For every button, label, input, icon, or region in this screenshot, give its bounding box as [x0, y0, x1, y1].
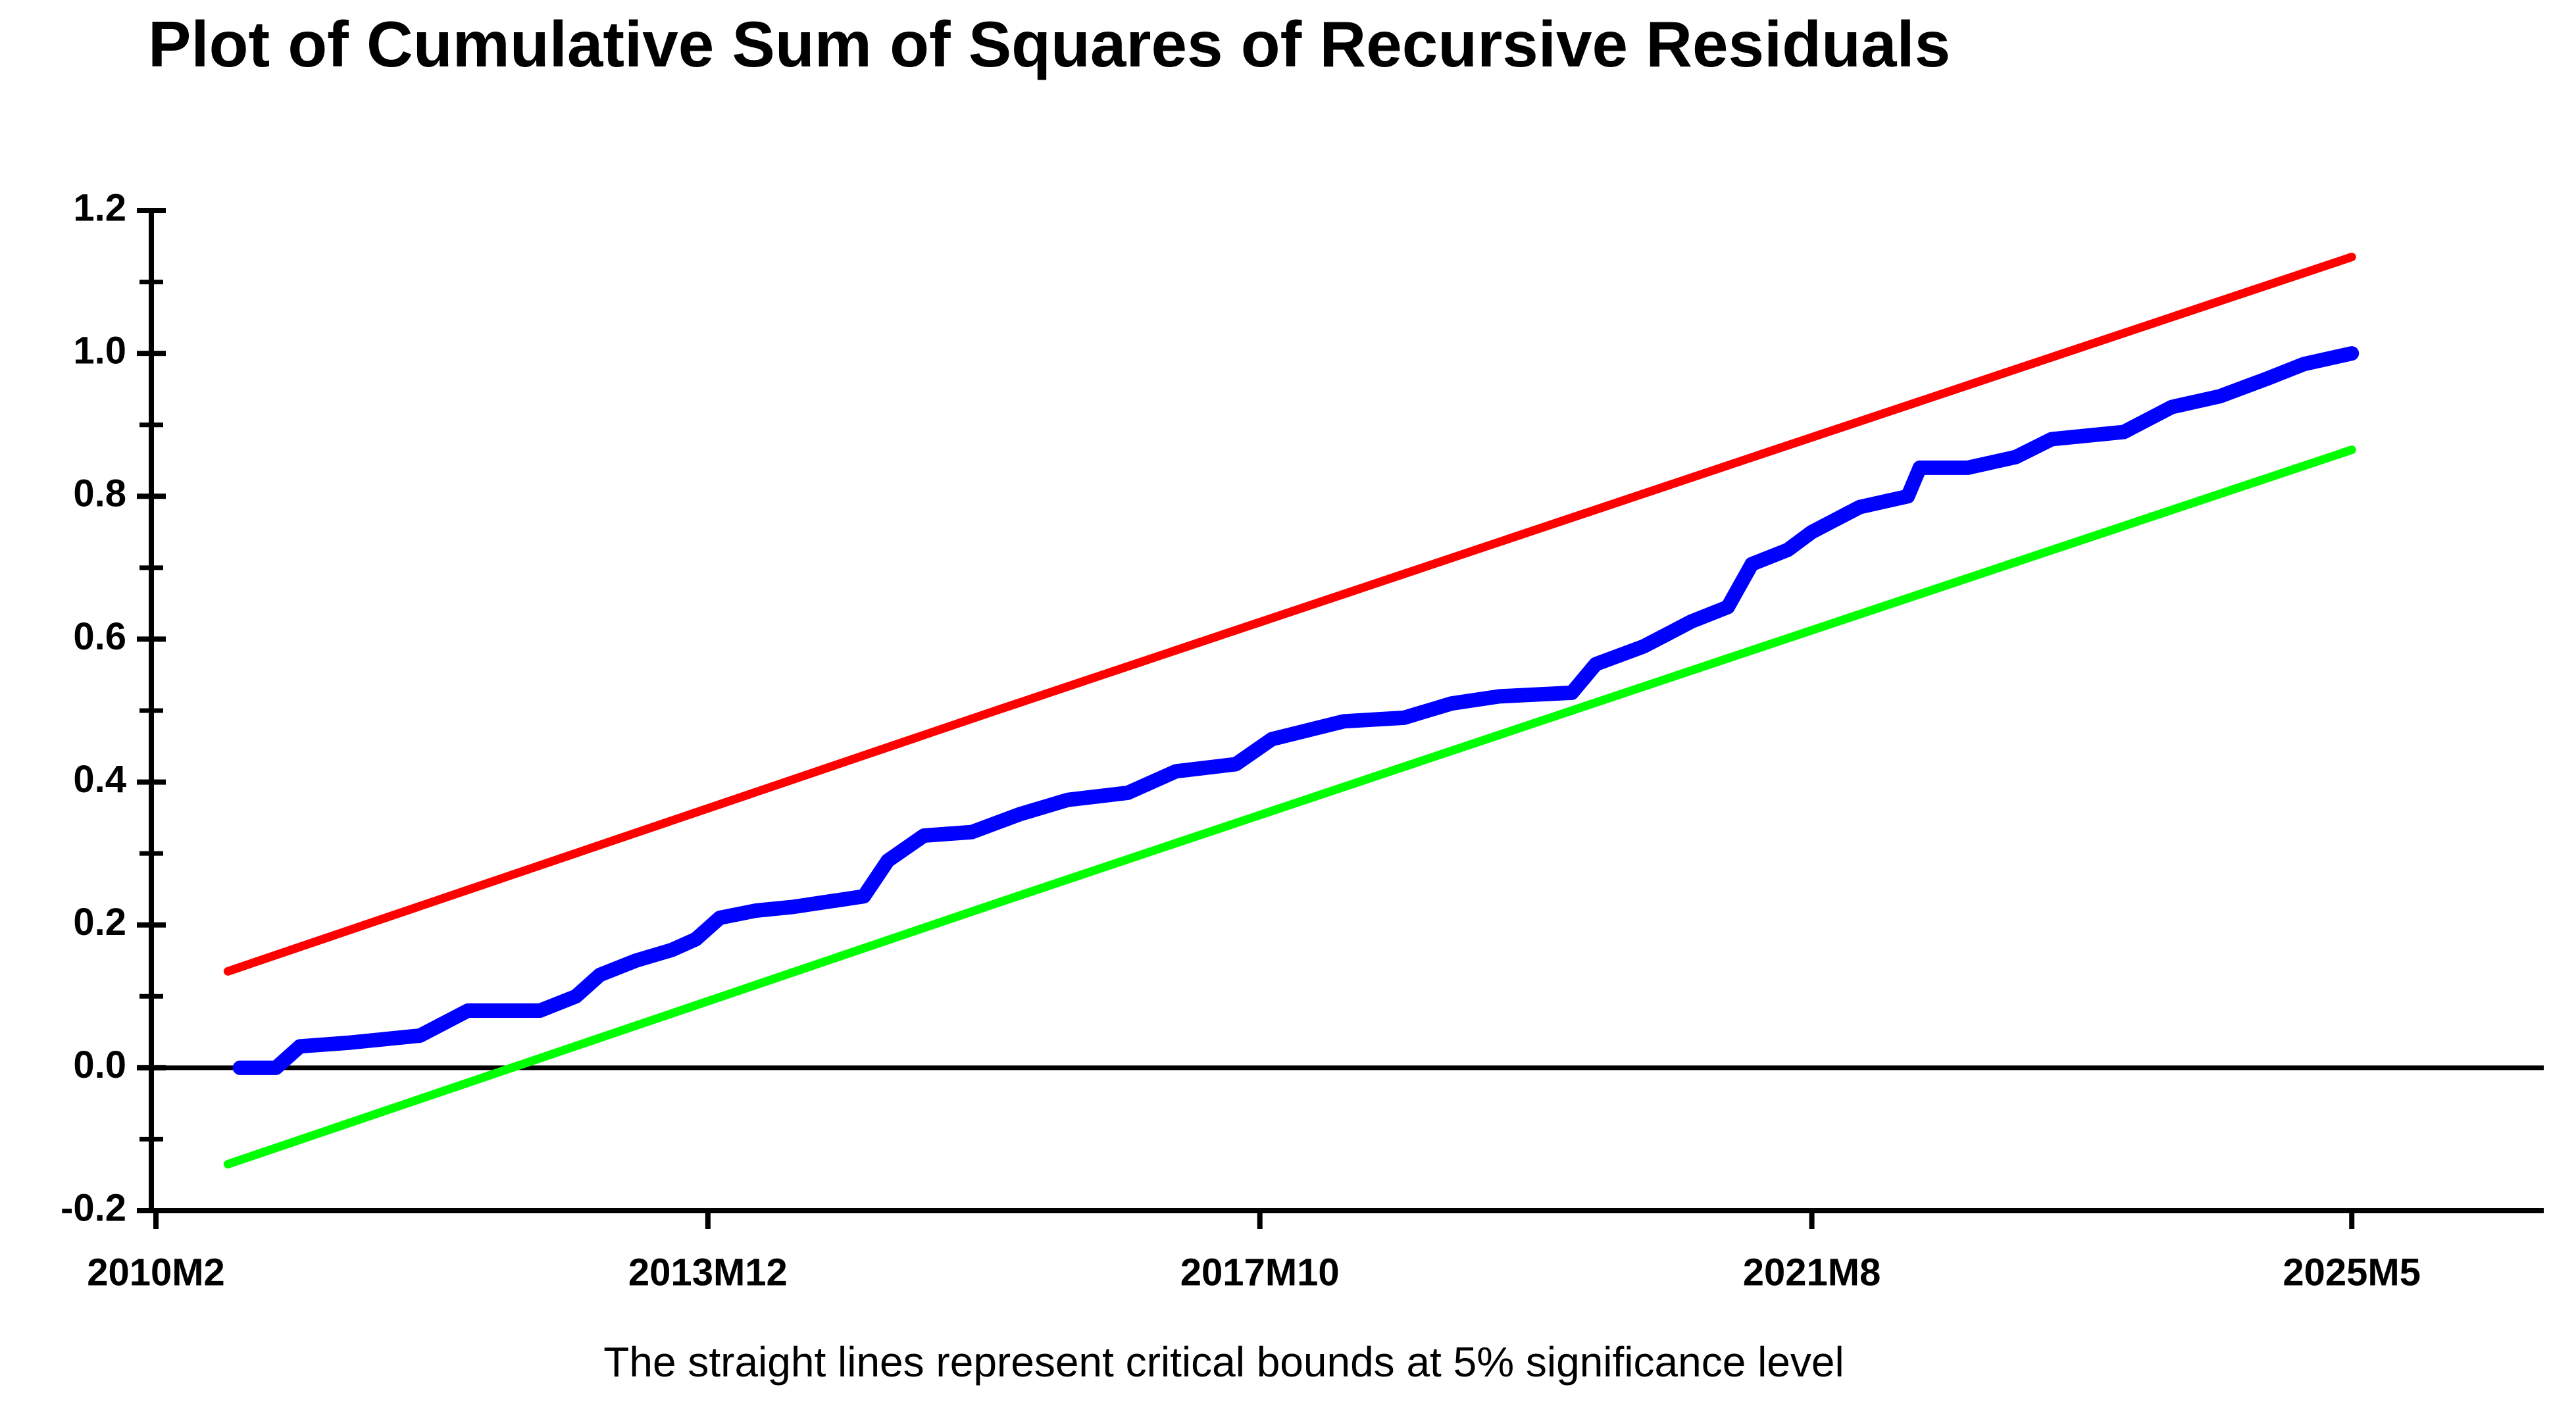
- x-tick-label: 2010M2: [87, 1251, 225, 1294]
- chart-title: Plot of Cumulative Sum of Squares of Rec…: [148, 8, 1950, 80]
- series-line: [223, 253, 2356, 976]
- y-tick-label: 0.4: [73, 758, 126, 801]
- y-tick-label: 0.0: [73, 1044, 126, 1086]
- x-tick-label: 2025M5: [2283, 1251, 2421, 1294]
- y-tick-label: 1.0: [73, 329, 126, 372]
- footnote: The straight lines represent critical bo…: [603, 1338, 1844, 1386]
- x-tick-label: 2017M10: [1180, 1251, 1340, 1294]
- y-tick-label: 1.2: [73, 186, 126, 229]
- y-tick-label: 0.2: [73, 901, 126, 944]
- series-line: [223, 445, 2356, 1169]
- y-tick-label: 0.8: [73, 472, 126, 515]
- y-tick-label: 0.6: [73, 615, 126, 658]
- x-tick-label: 2021M8: [1743, 1251, 1881, 1294]
- series-line: [232, 346, 2360, 1075]
- y-tick-label: -0.2: [61, 1186, 126, 1229]
- x-tick-label: 2013M12: [628, 1251, 788, 1294]
